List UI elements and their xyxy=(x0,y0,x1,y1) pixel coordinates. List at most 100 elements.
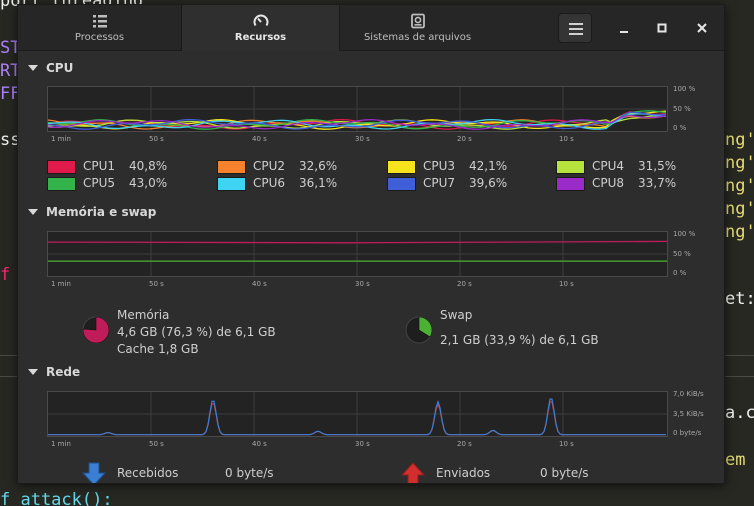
network-x-label: 30 s xyxy=(355,440,370,448)
hamburger-icon xyxy=(569,23,583,25)
minimize-icon[interactable] xyxy=(614,18,634,38)
code-line: ng' xyxy=(725,222,754,242)
sent-label: Enviados xyxy=(436,466,491,480)
cpu-color-swatch[interactable] xyxy=(217,177,246,191)
cpu-x-label: 40 s xyxy=(252,135,267,143)
tab-label: Sistemas de arquivos xyxy=(363,32,472,43)
cpu-percent: 40,8% xyxy=(129,159,168,173)
cpu-name: CPU1 xyxy=(83,159,116,173)
memory-trace xyxy=(48,240,667,244)
network-section-header[interactable]: Rede xyxy=(28,365,80,379)
code-line: ST xyxy=(0,38,21,58)
code-line: ng' xyxy=(725,153,754,173)
cpu-trace-8 xyxy=(48,114,667,130)
cpu-color-swatch[interactable] xyxy=(556,160,585,174)
memory-section-header[interactable]: Memória e swap xyxy=(28,205,156,219)
network-x-label: 40 s xyxy=(252,440,267,448)
code-line: ss xyxy=(0,130,21,150)
cpu-percent: 33,7% xyxy=(638,176,677,190)
cpu-section-header[interactable]: CPU xyxy=(28,61,73,75)
network-x-label: 20 s xyxy=(457,440,472,448)
code-line: em " xyxy=(725,450,746,470)
expander-arrow-icon xyxy=(28,209,38,215)
download-arrow-icon xyxy=(82,462,106,483)
tab-label: Processos xyxy=(74,32,125,43)
cpu-name: CPU3 xyxy=(423,159,456,173)
tab-processos[interactable]: Processos xyxy=(18,5,181,51)
cpu-y-label: 50 % xyxy=(673,105,691,113)
tab-label: Recursos xyxy=(234,32,287,43)
disk-icon xyxy=(410,13,425,29)
upload-arrow-icon xyxy=(401,462,425,483)
cpu-x-label: 50 s xyxy=(149,135,164,143)
menu-button[interactable] xyxy=(558,13,592,43)
cpu-name: CPU7 xyxy=(423,176,456,190)
network-x-label: 10 s xyxy=(559,440,574,448)
cpu-color-swatch[interactable] xyxy=(47,177,76,191)
received-value: 0 byte/s xyxy=(225,466,274,480)
memory-pie-slice xyxy=(82,316,110,344)
memory-y-label: 50 % xyxy=(673,250,691,258)
code-line: ng' xyxy=(725,199,754,219)
memory-x-label: 1 min xyxy=(51,280,71,288)
cpu-name: CPU2 xyxy=(253,159,286,173)
swap-pie-slice xyxy=(418,316,433,338)
cpu-color-swatch[interactable] xyxy=(47,160,76,174)
cpu-name: CPU6 xyxy=(253,176,286,190)
memory-label: Memória xyxy=(117,308,170,322)
cpu-percent: 39,6% xyxy=(469,176,508,190)
network-x-label: 1 min xyxy=(51,440,71,448)
received-label: Recebidos xyxy=(117,466,179,480)
sent-value: 0 byte/s xyxy=(540,466,589,480)
tab-recursos[interactable]: Recursos xyxy=(181,5,340,51)
tab-sistemas-de-arquivos[interactable]: Sistemas de arquivos xyxy=(340,5,495,51)
expander-arrow-icon xyxy=(28,65,38,71)
code-line: a.c xyxy=(725,403,754,423)
memory-chart xyxy=(48,232,667,276)
maximize-icon[interactable] xyxy=(652,18,672,38)
close-icon[interactable] xyxy=(692,18,712,38)
cpu-color-swatch[interactable] xyxy=(217,160,246,174)
swap-used: 2,1 GB (33,9 %) de 6,1 GB xyxy=(440,333,599,347)
cpu-name: CPU5 xyxy=(83,176,116,190)
cpu-trace-7 xyxy=(48,111,667,130)
expander-arrow-icon xyxy=(28,369,38,375)
network-y-label: 3,5 KiB/s xyxy=(673,410,704,418)
system-monitor-window: Processos Recursos Sistemas de arquivos xyxy=(17,4,725,484)
cpu-x-label: 1 min xyxy=(51,135,71,143)
swap-label: Swap xyxy=(440,308,473,322)
code-line: FF xyxy=(0,84,21,104)
code-line: f attack(): xyxy=(0,490,113,506)
cpu-percent: 42,1% xyxy=(469,159,508,173)
network-x-label: 50 s xyxy=(149,440,164,448)
cpu-color-swatch[interactable] xyxy=(556,177,585,191)
memory-cache: Cache 1,8 GB xyxy=(117,342,199,356)
memory-used: 4,6 GB (76,3 %) de 6,1 GB xyxy=(117,325,276,339)
code-line: ng' xyxy=(725,130,754,150)
network-y-label: 7,0 KiB/s xyxy=(673,390,704,398)
cpu-name: CPU4 xyxy=(592,159,625,173)
cpu-percent: 31,5% xyxy=(638,159,677,173)
memory-x-label: 50 s xyxy=(149,280,164,288)
cpu-x-label: 20 s xyxy=(457,135,472,143)
cpu-percent: 32,6% xyxy=(299,159,338,173)
memory-x-label: 40 s xyxy=(252,280,267,288)
gauge-icon xyxy=(253,14,268,27)
cpu-x-label: 30 s xyxy=(355,135,370,143)
memory-y-label: 0 % xyxy=(673,269,687,277)
cpu-color-swatch[interactable] xyxy=(387,160,416,174)
memory-x-label: 20 s xyxy=(457,280,472,288)
cpu-history-graph xyxy=(47,86,668,132)
code-line: ng' xyxy=(725,176,754,196)
cpu-percent: 36,1% xyxy=(299,176,338,190)
cpu-name: CPU8 xyxy=(592,176,625,190)
network-y-label: 0 byte/s xyxy=(673,429,702,437)
cpu-color-swatch[interactable] xyxy=(387,177,416,191)
code-line: et: xyxy=(725,289,754,309)
code-line: RT xyxy=(0,61,21,81)
memory-usage-pie xyxy=(82,316,110,344)
cpu-percent: 43,0% xyxy=(129,176,168,190)
cpu-x-label: 10 s xyxy=(559,135,574,143)
cpu-y-label: 0 % xyxy=(673,124,687,132)
network-history-graph xyxy=(47,391,668,437)
